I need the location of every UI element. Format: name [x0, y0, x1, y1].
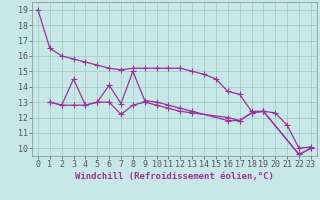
X-axis label: Windchill (Refroidissement éolien,°C): Windchill (Refroidissement éolien,°C) — [75, 172, 274, 181]
